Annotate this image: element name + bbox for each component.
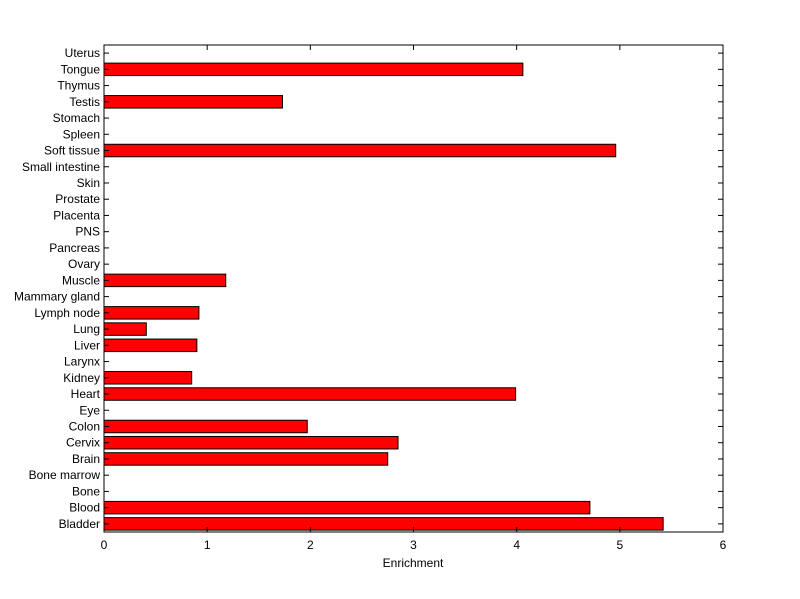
y-tick-label: Tongue bbox=[61, 62, 101, 76]
y-tick-label: Bladder bbox=[59, 517, 100, 531]
y-tick-labels: Bladder Blood Bone Bone marrow Brain Cervix Co… bbox=[14, 46, 101, 531]
y-tick-label: Larynx bbox=[64, 355, 100, 369]
x-tick-label: 2 bbox=[307, 538, 314, 552]
bar-testis bbox=[103, 95, 283, 109]
y-tick-label: Liver bbox=[74, 338, 100, 352]
bar-muscle bbox=[103, 273, 227, 288]
x-tick-label: 6 bbox=[720, 538, 727, 552]
y-tick-label: Muscle bbox=[62, 273, 100, 287]
y-tick-label: Uterus bbox=[65, 46, 100, 60]
bar-liver bbox=[103, 338, 198, 353]
y-tick-label: Lung bbox=[73, 322, 100, 336]
y-tick-label: Kidney bbox=[63, 371, 100, 385]
x-tick-labels: 0 1 2 3 4 5 6 bbox=[101, 538, 727, 552]
bar-lung bbox=[103, 322, 147, 336]
y-tick-label: Spleen bbox=[63, 127, 100, 141]
y-tick-label: Eye bbox=[79, 403, 100, 417]
y-tick-label: Colon bbox=[69, 419, 100, 433]
y-tick-label: Stomach bbox=[53, 111, 100, 125]
plot-area bbox=[104, 45, 723, 532]
bar-tongue bbox=[103, 62, 524, 77]
y-tick-label: Skin bbox=[77, 176, 100, 190]
bar-lymph-node bbox=[103, 306, 200, 320]
y-tick-label: Mammary gland bbox=[14, 290, 100, 304]
bar-brain bbox=[103, 452, 389, 466]
x-tick-label: 1 bbox=[204, 538, 211, 552]
bar-soft-tissue bbox=[103, 143, 617, 158]
y-tick-label: Thymus bbox=[57, 79, 100, 93]
x-tick-label: 0 bbox=[101, 538, 108, 552]
bar-blood bbox=[103, 500, 591, 515]
y-tick-label: Small intestine bbox=[22, 160, 100, 174]
bar-heart bbox=[103, 387, 517, 401]
x-tick-label: 5 bbox=[616, 538, 623, 552]
y-tick-label: Ovary bbox=[68, 257, 100, 271]
y-tick-label: Soft tissue bbox=[44, 144, 100, 158]
x-tick-label: 4 bbox=[513, 538, 520, 552]
bar-kidney bbox=[103, 371, 193, 385]
y-tick-label: Bone marrow bbox=[29, 468, 101, 482]
y-tick-label: Lymph node bbox=[34, 306, 100, 320]
y-tick-label: Testis bbox=[69, 95, 100, 109]
y-tick-label: Prostate bbox=[55, 192, 100, 206]
x-axis-label: Enrichment bbox=[383, 556, 444, 570]
bar-colon bbox=[103, 419, 308, 434]
y-tick-label: Bone bbox=[72, 484, 100, 498]
bar-bladder bbox=[103, 517, 664, 531]
y-tick-label: PNS bbox=[75, 225, 100, 239]
ticks-group bbox=[103, 45, 724, 532]
y-tick-label: Cervix bbox=[66, 436, 100, 450]
y-tick-label: Pancreas bbox=[49, 241, 100, 255]
y-tick-label: Heart bbox=[71, 387, 101, 401]
plot-frame bbox=[103, 44, 724, 533]
y-tick-label: Placenta bbox=[53, 208, 100, 222]
x-tick-label: 3 bbox=[410, 538, 417, 552]
y-tick-label: Blood bbox=[69, 501, 100, 515]
bar-cervix bbox=[103, 435, 399, 450]
y-tick-label: Brain bbox=[72, 452, 100, 466]
